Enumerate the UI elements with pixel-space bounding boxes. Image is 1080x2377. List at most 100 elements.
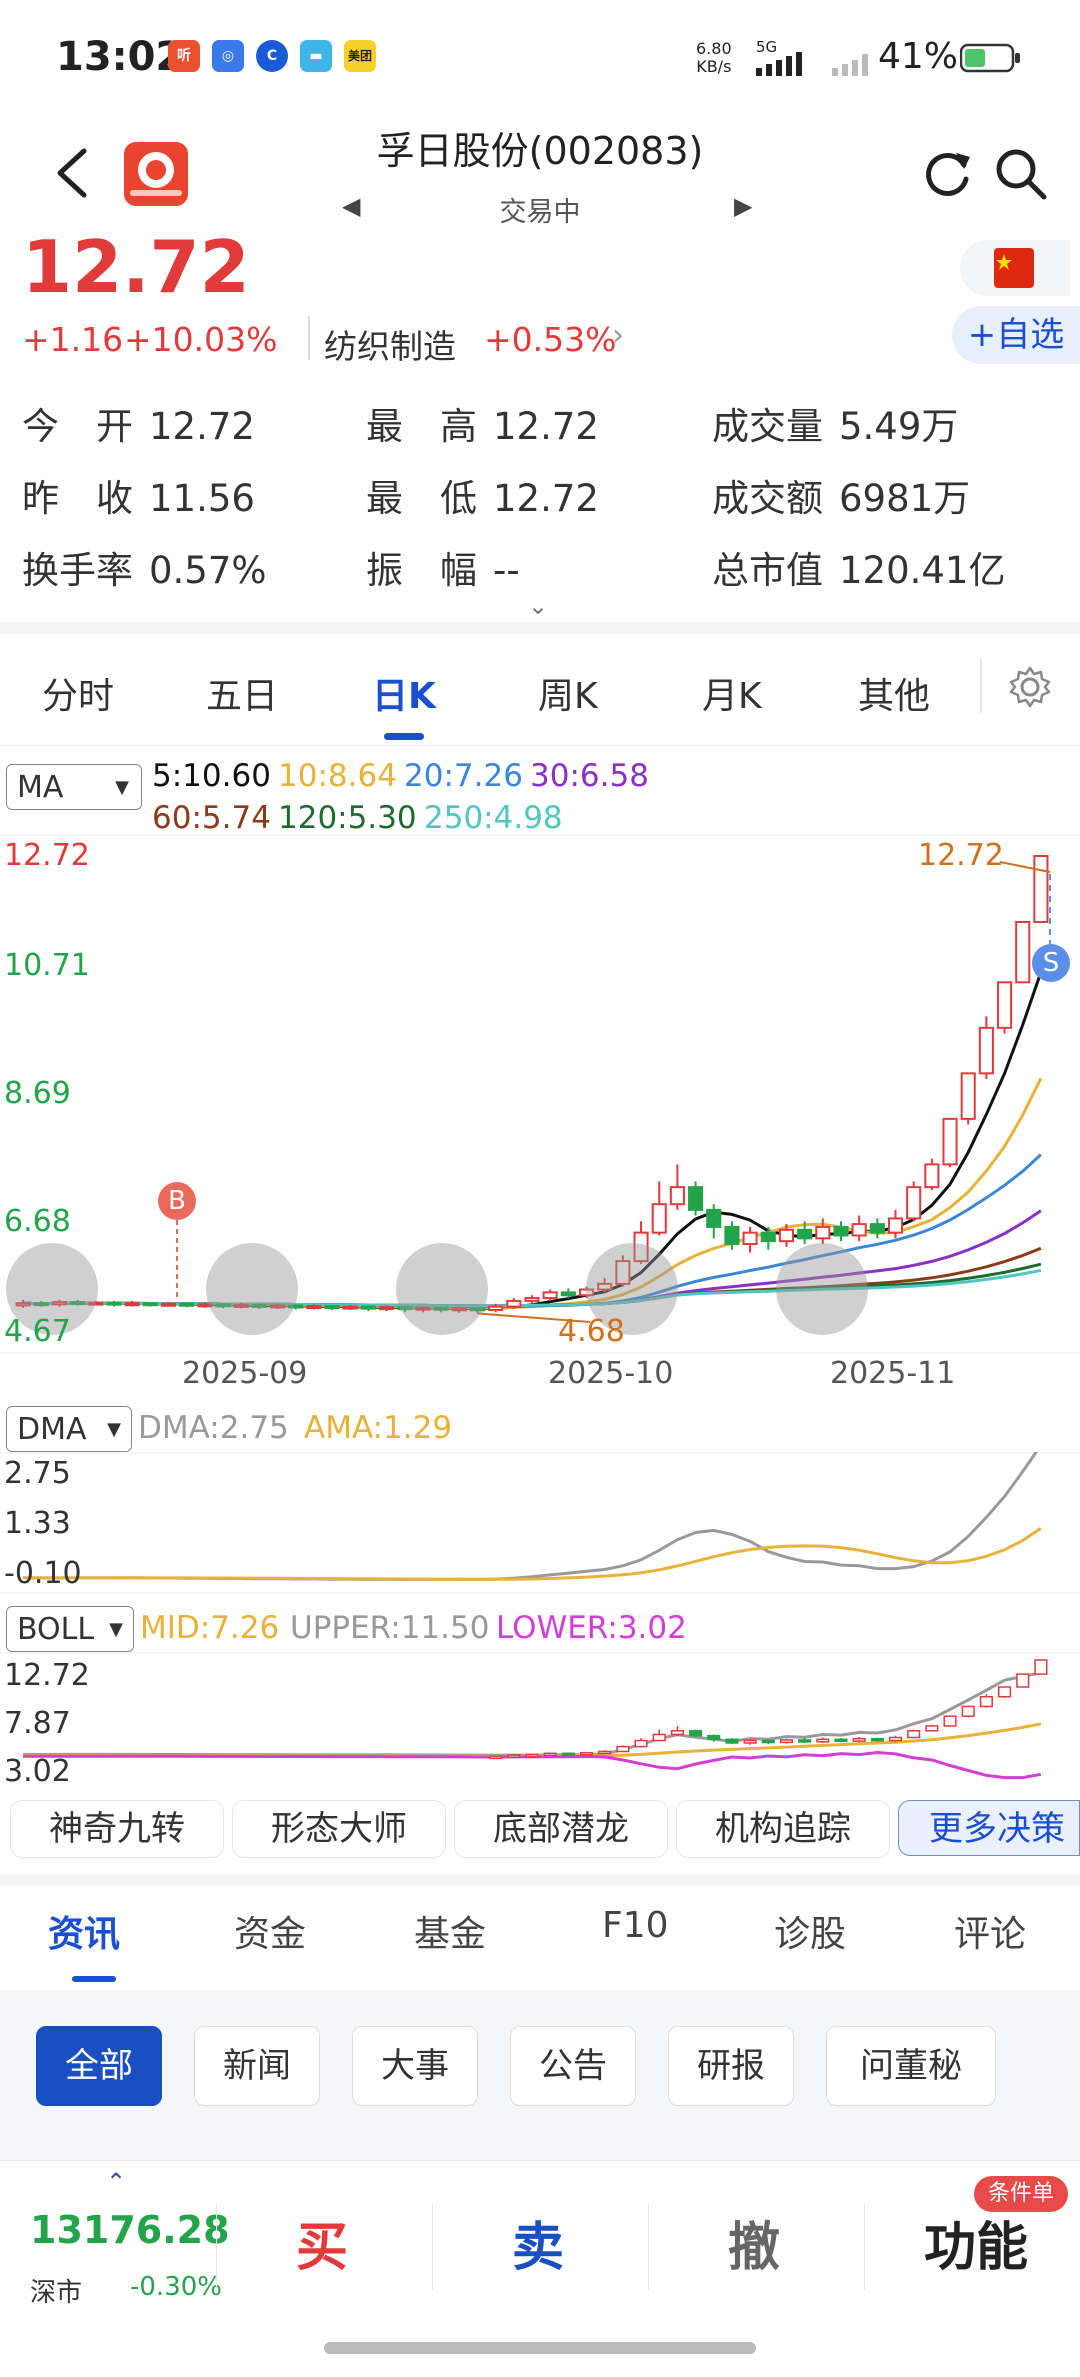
candle-body	[106, 1301, 122, 1306]
tab-diagnose[interactable]: 诊股	[774, 1914, 847, 1955]
tab-five-day[interactable]: 五日	[206, 676, 279, 717]
candle-body	[578, 1288, 595, 1297]
candle-body	[415, 1306, 431, 1311]
home-indicator[interactable]	[324, 2342, 756, 2354]
x-tick-label: 2025-11	[830, 1356, 956, 1391]
boll-candle-body	[561, 1752, 575, 1757]
tab-capital[interactable]: 资金	[234, 1914, 307, 1955]
candle-body	[397, 1306, 413, 1311]
dropdown-icon: ▼	[107, 1419, 121, 1440]
functions-button[interactable]: 功能	[924, 2218, 1029, 2278]
candle-body	[815, 1225, 831, 1240]
low-annotation: 4.68	[558, 1314, 625, 1349]
sell-button[interactable]: 卖	[512, 2218, 565, 2278]
sector-name[interactable]: 纺织制造	[324, 327, 456, 366]
quote-stat-label: 最 高	[366, 405, 477, 448]
ma120-label: 120:5.30	[278, 800, 417, 836]
boll-candle-body	[670, 1730, 684, 1736]
tab-comments[interactable]: 评论	[954, 1914, 1027, 1955]
search-icon[interactable]	[994, 147, 1048, 201]
boll-chart[interactable]	[0, 1652, 1080, 1790]
candle-body	[906, 1186, 922, 1220]
chip-magic-nine[interactable]: 神奇九转	[10, 1800, 224, 1858]
boll-candle-body	[689, 1730, 703, 1737]
boll-candle-body	[616, 1745, 630, 1753]
filter-ask-secretary[interactable]: 问董秘	[826, 2026, 996, 2106]
filter-announcements[interactable]: 公告	[510, 2026, 636, 2106]
sector-chevron-icon[interactable]: ›	[612, 318, 624, 353]
boll-candle-body	[997, 1686, 1012, 1698]
chart-nav-button	[206, 1243, 298, 1335]
tab-intraday[interactable]: 分时	[42, 676, 115, 717]
y-tick-label: 12.72	[4, 838, 90, 873]
candle-body	[1015, 920, 1031, 984]
candle-body	[797, 1228, 813, 1240]
boll-y-tick: 3.02	[4, 1754, 71, 1789]
sector-change[interactable]: +0.53%	[484, 320, 617, 359]
condition-order-badge[interactable]: 条件单	[974, 2176, 1068, 2212]
next-stock-arrow[interactable]: ▶	[734, 192, 753, 220]
ma250-label: 250:4.98	[424, 800, 563, 836]
cancel-order-button[interactable]: 撤	[728, 2218, 781, 2278]
clock: 13:02	[56, 34, 184, 80]
quote-stat-label: 振 幅	[366, 549, 477, 592]
filter-all[interactable]: 全部	[36, 2026, 162, 2106]
quote-stat-value: 11.56	[149, 477, 255, 520]
candlestick-chart[interactable]	[0, 834, 1080, 1394]
ting-icon: 听	[168, 40, 200, 72]
candle-body	[51, 1301, 67, 1306]
settings-gear-icon[interactable]	[1008, 665, 1052, 709]
refresh-icon[interactable]	[922, 147, 974, 199]
boll-candle-body	[816, 1738, 830, 1743]
quote-stat-label: 换手率	[22, 549, 133, 592]
dma-chart[interactable]	[0, 1452, 1080, 1594]
quote-stat-value: 5.49万	[839, 405, 959, 448]
tab-f10[interactable]: F10	[602, 1905, 669, 1946]
expand-chevron-icon[interactable]: ⌄	[528, 592, 549, 620]
boll-y-tick: 12.72	[4, 1658, 90, 1693]
candle-body	[324, 1305, 340, 1310]
dma-y-tick: 1.33	[4, 1506, 71, 1541]
ama-value: AMA:1.29	[304, 1410, 453, 1446]
boll-candle-body	[870, 1737, 884, 1742]
tab-other[interactable]: 其他	[858, 676, 931, 717]
boll-candle-body	[725, 1738, 739, 1744]
tab-daily-k[interactable]: 日K	[372, 676, 436, 717]
boll-candle-body	[834, 1738, 848, 1743]
buy-marker[interactable]: B	[158, 1182, 196, 1220]
x-tick-label: 2025-10	[548, 1356, 674, 1391]
add-watchlist-button[interactable]: +自选	[952, 306, 1080, 364]
chip-bottom-dragon[interactable]: 底部潜龙	[454, 1800, 668, 1858]
chip-institution-tracking[interactable]: 机构追踪	[676, 1800, 890, 1858]
tab-monthly-k[interactable]: 月K	[702, 676, 762, 717]
expand-up-icon[interactable]: ⌃	[106, 2168, 127, 2196]
tab-news-info[interactable]: 资讯	[48, 1914, 121, 1955]
boll-candle-body	[907, 1730, 921, 1739]
index-value[interactable]: 13176.28	[30, 2208, 230, 2252]
candle-body	[869, 1223, 885, 1234]
boll-indicator-select[interactable]: BOLL ▼	[6, 1606, 134, 1652]
chart-background	[0, 834, 1080, 1394]
chip-pattern-master[interactable]: 形态大师	[232, 1800, 446, 1858]
candle-body	[451, 1307, 467, 1312]
sell-marker[interactable]: S	[1032, 944, 1070, 982]
tab-weekly-k[interactable]: 周K	[538, 676, 598, 717]
tab-indicator	[384, 733, 424, 740]
boll-candle-body	[943, 1715, 957, 1727]
app-logo[interactable]	[124, 142, 188, 206]
filter-events[interactable]: 大事	[352, 2026, 478, 2106]
main-indicator-select[interactable]: MA ▼	[6, 764, 142, 810]
chart-period-tabs: 分时 五日 日K 周K 月K 其他	[0, 635, 1080, 746]
buy-button[interactable]: 买	[296, 2218, 349, 2278]
candle-body	[342, 1305, 358, 1310]
chip-more-decisions[interactable]: 更多决策	[898, 1800, 1080, 1856]
filter-news[interactable]: 新闻	[194, 2026, 320, 2106]
filter-research[interactable]: 研报	[668, 2026, 794, 2106]
quote-stat-value: 120.41亿	[839, 549, 1006, 592]
candle-body	[142, 1302, 158, 1307]
back-icon[interactable]	[52, 145, 92, 201]
prev-stock-arrow[interactable]: ◀	[342, 192, 361, 220]
dma-indicator-select[interactable]: DMA ▼	[6, 1406, 132, 1452]
boll-candle-body	[798, 1739, 812, 1743]
tab-fund[interactable]: 基金	[414, 1914, 487, 1955]
